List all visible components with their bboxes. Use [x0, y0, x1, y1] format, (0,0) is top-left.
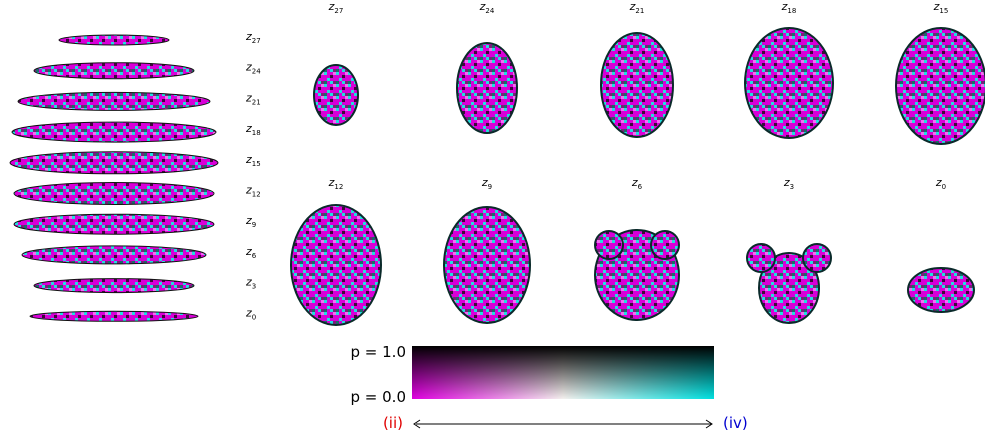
stack-slice	[14, 214, 214, 234]
stack-slice	[59, 35, 169, 45]
slice-sub: 27	[334, 7, 343, 15]
slice-sub: 3	[252, 283, 256, 291]
slice-sub: 21	[252, 98, 261, 106]
slice-label: z18	[781, 0, 797, 15]
slice-sub: 18	[252, 129, 261, 137]
brain-lobe	[651, 231, 679, 259]
brain-slice	[291, 205, 381, 325]
slice-sub: 21	[635, 7, 644, 15]
slice-sub: 24	[252, 68, 261, 76]
stack-slice	[14, 183, 214, 205]
right-label: (iv)	[723, 414, 748, 432]
slice-label: z12	[328, 176, 344, 191]
slice-sub: 0	[252, 313, 256, 321]
slice-sub: 9	[252, 221, 256, 229]
brain-slices: z27 z24 z21 z18 z15 z12 z9 z6 z3 z0	[291, 0, 985, 325]
stack-slice	[12, 122, 216, 142]
brain-slice	[457, 43, 517, 133]
direction-axis: (ii) (iv)	[383, 414, 748, 432]
stack-slice	[22, 246, 206, 264]
slice-sub: 3	[790, 183, 794, 191]
stack-slice	[34, 63, 194, 79]
slice-label: z27	[328, 0, 344, 15]
brain-slice	[314, 65, 358, 125]
slice-label: z21	[629, 0, 645, 15]
stack-slice	[10, 152, 218, 174]
slice-sub: 6	[638, 183, 643, 191]
slice-sub: 12	[334, 183, 343, 191]
figure: z27z24z21z18z15z12z9z6z3z0 z27z24z21z18z…	[0, 0, 985, 436]
slice-stack: z27 z24 z21 z18 z15 z12 z9 z6 z3 z0	[10, 30, 261, 321]
brain-lobe	[803, 244, 831, 272]
brain-slice	[601, 33, 673, 137]
slice-sub: 27	[252, 37, 261, 45]
slice-sub: 15	[939, 7, 948, 15]
stack-slice	[34, 279, 194, 293]
stack-slice	[30, 311, 198, 321]
colorbar: p = 1.0 p = 0.0	[351, 343, 714, 406]
left-label: (ii)	[383, 414, 403, 432]
slice-label: z0	[935, 176, 946, 191]
slice-label: z0	[245, 306, 256, 321]
colorbar-bottom-label: p = 0.0	[351, 388, 406, 406]
slice-label: z9	[245, 214, 256, 229]
colorbar-top-label: p = 1.0	[351, 343, 406, 361]
slice-label: z6	[631, 176, 643, 191]
slice-label: z15	[245, 153, 261, 168]
brain-slice	[908, 268, 974, 312]
stack-slice	[18, 92, 210, 110]
slice-label: z9	[481, 176, 492, 191]
slice-label: z12	[245, 184, 261, 199]
brain-slice	[745, 28, 833, 138]
slice-label: z24	[245, 61, 261, 76]
slice-sub: 24	[485, 7, 494, 15]
colorbar-shade	[412, 346, 714, 399]
brain-lobe	[747, 244, 775, 272]
brain-slice	[444, 207, 530, 323]
slice-sub: 6	[252, 252, 257, 260]
slice-sub: 18	[787, 7, 796, 15]
brain-slice	[896, 28, 985, 144]
slice-label: z27	[245, 30, 261, 45]
slice-sub: 0	[942, 183, 946, 191]
slice-label: z15	[933, 0, 949, 15]
slice-sub: 15	[252, 160, 261, 168]
slice-label: z6	[245, 245, 257, 260]
slice-label: z3	[245, 276, 256, 291]
slice-label: z3	[783, 176, 794, 191]
slice-label: z18	[245, 122, 261, 137]
slice-label: z24	[479, 0, 495, 15]
slice-sub: 12	[252, 191, 261, 199]
slice-sub: 9	[488, 183, 492, 191]
slice-label: z21	[245, 91, 261, 106]
brain-lobe	[595, 231, 623, 259]
